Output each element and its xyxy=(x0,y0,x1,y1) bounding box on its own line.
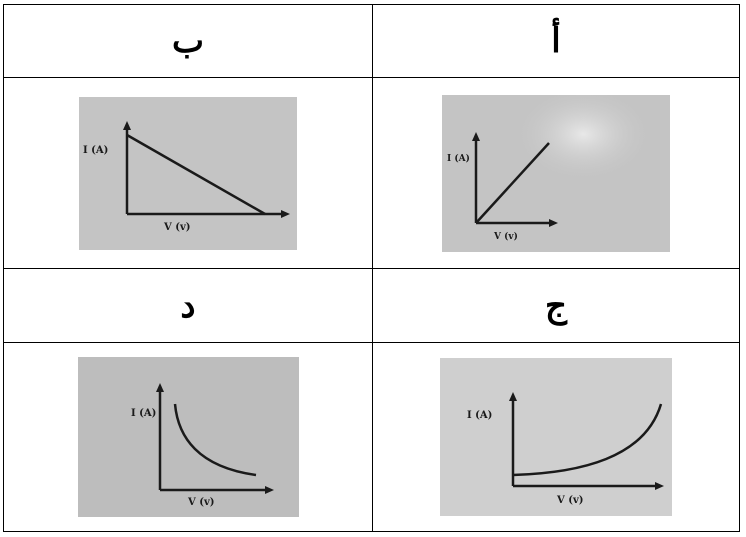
graph-j-ylabel: I (A) xyxy=(467,410,492,421)
option-d-letter: د xyxy=(180,285,196,326)
graph-a-photo: I (A) V (v) xyxy=(442,94,670,252)
header-option-a: أ xyxy=(372,3,740,79)
graph-j-xlabel: V (v) xyxy=(556,495,584,506)
header-option-d: د xyxy=(3,268,373,343)
header-option-b: ب xyxy=(3,3,373,79)
graph-d-xlabel: V (v) xyxy=(187,497,215,508)
answer-choices-table: ب أ I (A) V (v) xyxy=(3,3,740,533)
graph-a-line xyxy=(475,141,550,224)
graph-d-ylabel: I (A) xyxy=(131,408,156,419)
graph-j-curve xyxy=(512,403,663,477)
option-j-letter: ج xyxy=(545,285,567,326)
graph-a-xlabel: V (v) xyxy=(493,231,518,242)
graph-a-ylabel: I (A) xyxy=(447,153,470,164)
graph-j-photo: I (A) V (v) xyxy=(440,357,672,516)
option-a-letter: أ xyxy=(551,21,561,62)
graph-d-curve xyxy=(173,403,256,477)
graph-b-ylabel: I (A) xyxy=(83,145,108,156)
graph-b-line xyxy=(126,133,266,215)
graph-b-xlabel: V (v) xyxy=(163,222,191,233)
cell-graph-a: I (A) V (v) xyxy=(372,77,740,270)
cell-graph-b: I (A) V (v) xyxy=(3,77,373,270)
cell-graph-d: I (A) V (v) xyxy=(3,341,373,533)
header-option-j: ج xyxy=(372,268,740,343)
graph-d-photo: I (A) V (v) xyxy=(77,356,299,517)
option-b-letter: ب xyxy=(171,21,204,62)
cell-graph-j: I (A) V (v) xyxy=(372,341,740,533)
graph-b-photo: I (A) V (v) xyxy=(79,96,297,250)
